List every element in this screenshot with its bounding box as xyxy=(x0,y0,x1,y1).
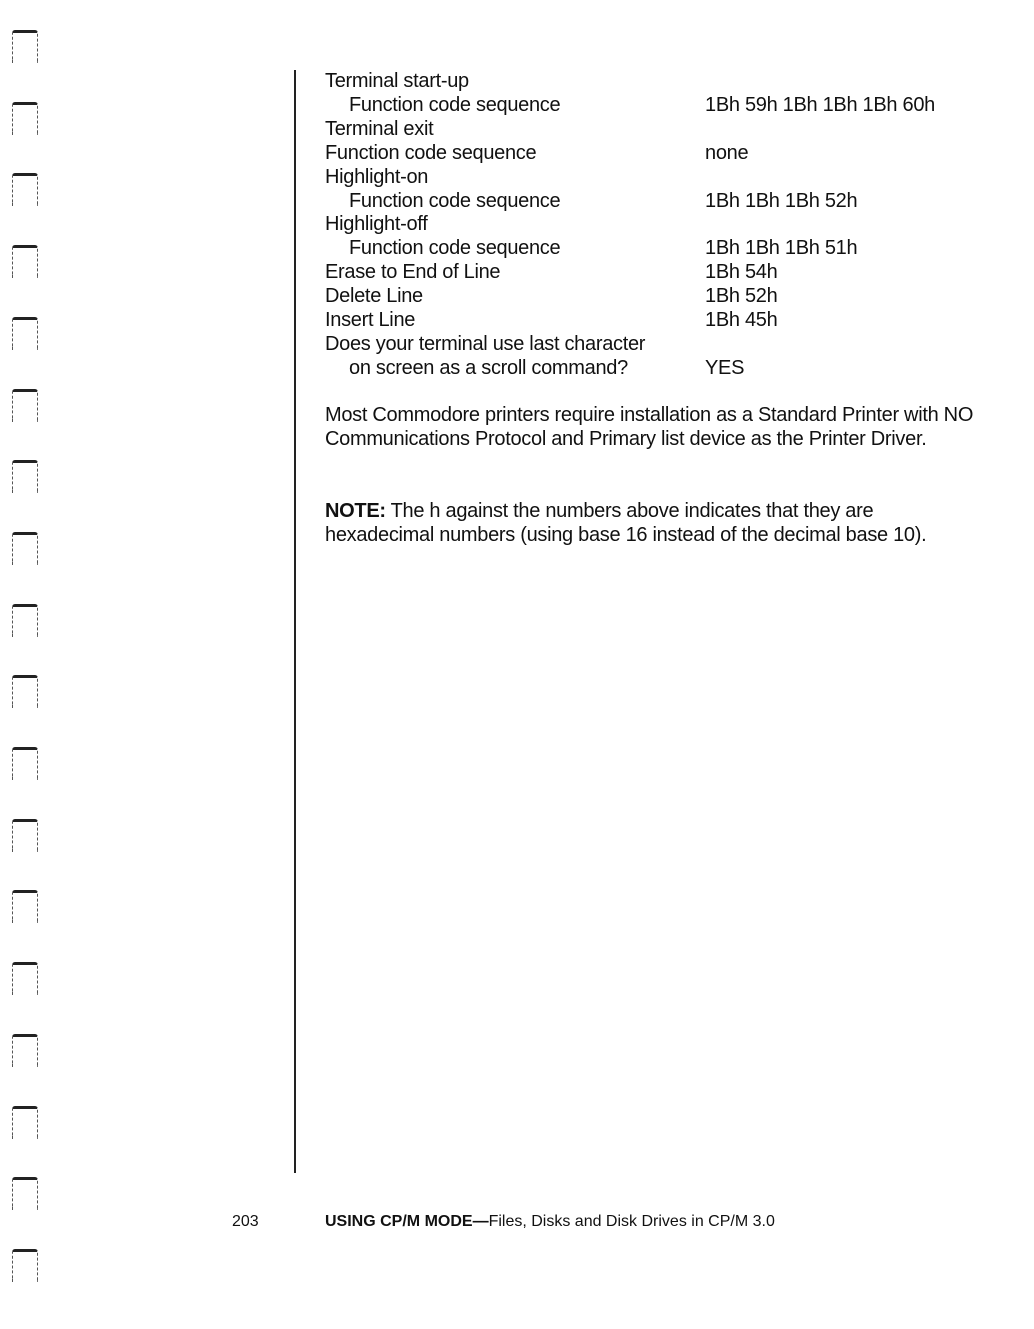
setting-value: 1Bh 1Bh 1Bh 51h xyxy=(705,237,858,260)
setting-label: Highlight-off xyxy=(325,213,428,236)
binding-hole xyxy=(12,101,38,135)
setting-value: 1Bh 45h xyxy=(705,309,778,331)
settings-row: Insert Line 1Bh 45h xyxy=(325,308,1005,332)
setting-label: Terminal exit xyxy=(325,117,434,140)
settings-row: Does your terminal use last character xyxy=(325,332,1005,356)
setting-label: Does your terminal use last character xyxy=(325,332,646,355)
binding-hole xyxy=(12,30,38,63)
settings-row: Delete Line 1Bh 52h xyxy=(325,284,1005,308)
binding-hole xyxy=(12,1033,38,1067)
setting-label: Terminal start-up xyxy=(325,70,469,92)
page-number: 203 xyxy=(232,1213,259,1230)
setting-value: 1Bh 54h xyxy=(705,261,778,284)
settings-row: Erase to End of Line 1Bh 54h xyxy=(325,260,1005,284)
setting-label: Insert Line xyxy=(325,309,416,331)
setting-label: Function code sequence xyxy=(325,141,537,164)
binding-hole xyxy=(12,460,38,494)
running-footer: USING CP/M MODE—Files, Disks and Disk Dr… xyxy=(325,1211,775,1233)
note-text: The h against the numbers above indicate… xyxy=(325,500,927,546)
setting-value: 1Bh 59h 1Bh 1Bh 1Bh 60h xyxy=(705,93,935,116)
setting-value: 1Bh 52h xyxy=(705,285,778,308)
setting-value: YES xyxy=(705,356,745,379)
setting-label: on screen as a scroll command? xyxy=(349,356,628,379)
settings-row: Terminal start-up xyxy=(325,69,1005,93)
settings-row: Highlight-off xyxy=(325,212,1005,236)
settings-row: Function code sequence 1Bh 59h 1Bh 1Bh 1B… xyxy=(325,93,1005,117)
binding-hole xyxy=(12,245,38,279)
setting-label: Delete Line xyxy=(325,285,423,308)
settings-row: Function code sequence 1Bh 1Bh 1Bh 52h xyxy=(325,189,1005,213)
setting-label: Erase to End of Line xyxy=(325,261,501,284)
binding-hole xyxy=(12,818,38,852)
setting-label: Function code sequence xyxy=(349,237,561,260)
settings-row: Terminal exit xyxy=(325,117,1005,141)
binding-hole xyxy=(12,747,38,780)
binding-hole xyxy=(12,1177,38,1211)
settings-row: Highlight-on xyxy=(325,165,1005,189)
settings-row: on screen as a scroll command? YES xyxy=(325,356,1005,380)
printer-paragraph: Most Commodore printers require installa… xyxy=(325,404,974,450)
margin-rule xyxy=(294,70,296,1173)
settings-row: Function code sequence 1Bh 1Bh 1Bh 51h xyxy=(325,236,1005,260)
setting-label: Highlight-on xyxy=(325,165,429,188)
binding-hole xyxy=(12,531,38,565)
binding-hole xyxy=(12,1105,38,1139)
note-paragraph: NOTE: The h against the numbers above in… xyxy=(325,499,975,547)
setting-label: Function code sequence xyxy=(349,93,561,116)
setting-value: none xyxy=(705,141,749,164)
footer-subtitle: Files, Disks and Disk Drives in CP/M 3.0 xyxy=(488,1213,775,1230)
footer-section: USING CP/M MODE— xyxy=(325,1213,489,1230)
binding-hole xyxy=(12,173,38,207)
note-label: NOTE: xyxy=(325,500,386,522)
binding-hole xyxy=(12,316,38,350)
binding-hole xyxy=(12,388,38,422)
settings-row: Function code sequence none xyxy=(325,141,1005,165)
binding-hole xyxy=(12,675,38,709)
setting-value: 1Bh 1Bh 1Bh 52h xyxy=(705,189,858,212)
binding-hole xyxy=(12,1248,38,1282)
binding-hole xyxy=(12,603,38,637)
binding-hole xyxy=(12,890,38,924)
setting-label: Function code sequence xyxy=(349,189,561,212)
binding-hole xyxy=(12,962,38,996)
